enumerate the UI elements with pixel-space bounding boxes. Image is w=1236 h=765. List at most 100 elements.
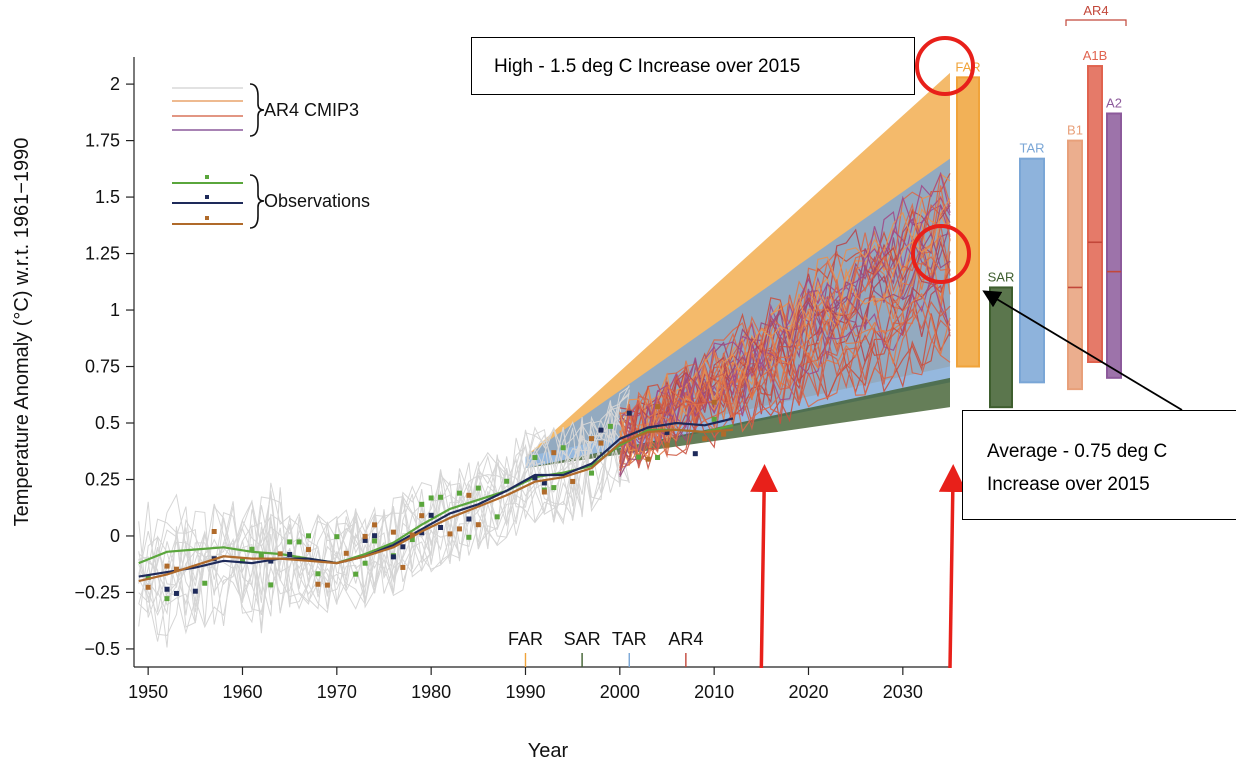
observation-point [702,436,708,442]
observation-point [362,533,368,539]
x-tick-label: 2010 [694,682,734,702]
x-axis-title: Year [528,740,569,762]
y-tick-label: 0.25 [85,469,120,489]
legend: AR4 CMIP3 Observations [172,83,370,229]
observation-point [589,470,595,476]
observation-point [655,455,661,461]
observation-point [494,514,500,520]
observation-point [598,427,604,433]
y-tick-label: 1 [110,300,120,320]
observation-point [409,532,415,538]
legend-brace [249,174,265,229]
range-bar-a1b [1087,65,1103,363]
assessment-label-sar: SAR [564,629,601,649]
observation-point [268,582,274,588]
y-tick-label: 0.5 [95,413,120,433]
x-tick-label: 1990 [505,682,545,702]
y-tick-label: 1.5 [95,187,120,207]
observation-point [551,450,557,456]
range-bar-label-a1b: A1B [1083,48,1108,63]
legend-marker-obs [205,216,209,220]
observation-point [372,533,378,539]
observation-point [343,550,349,556]
observation-point [390,529,396,535]
range-bar-sar [989,286,1013,409]
observation-point [428,495,434,501]
red-arrow-2035 [938,464,967,669]
observation-point [362,537,368,543]
model-run [619,268,951,450]
model-run [619,172,951,442]
observation-point [466,516,472,522]
y-tick-label: −0.5 [84,639,120,659]
average-increase-line1: Average - 0.75 deg C [987,441,1168,462]
observation-point [372,538,378,544]
observation-point [400,564,406,570]
observation-point [645,456,651,462]
high-increase-text: High - 1.5 deg C Increase over 2015 [494,56,801,77]
observation-point [711,416,717,422]
observation-point [258,552,264,558]
model-run-grey [138,400,630,604]
x-tick-label: 1970 [317,682,357,702]
observation-point [598,440,604,446]
observation-point [306,533,312,539]
model-run [619,255,951,459]
range-bar-label-far: FAR [955,59,980,74]
observation-point [475,485,481,491]
observation-point [164,596,170,602]
range-bar-label-b1: B1 [1067,123,1083,138]
model-run [619,196,951,462]
range-bar-a2 [1106,112,1122,379]
observation-point [164,563,170,569]
high-increase-callout: High - 1.5 deg C Increase over 2015 [471,37,915,95]
y-tick-label: 1.75 [85,131,120,151]
legend-marker-obs [205,195,209,199]
range-bar-label-a2: A2 [1106,95,1122,110]
observation-point [570,478,576,484]
observation-point [390,554,396,560]
observation-point [268,558,274,564]
observation-point [438,494,444,500]
observation-point [428,512,434,518]
y-axis-title: Temperature Anomaly (°C) w.r.t. 1961−199… [11,138,33,527]
observation-point [711,399,717,405]
y-tick-label: 1.25 [85,244,120,264]
legend-label-observations: Observations [264,191,370,211]
legend-marker-obs [205,175,209,179]
observation-point [456,490,462,496]
observation-point [211,528,217,534]
fan-tar [525,158,950,469]
observation-point [372,522,378,528]
observation-point [192,588,198,594]
model-runs [138,171,951,648]
observation-point [173,566,179,572]
model-run [619,198,951,458]
model-run [619,238,951,472]
observation-point [655,404,661,410]
observation-point [438,524,444,530]
observation-point [504,478,510,484]
observation-point [239,558,245,564]
ar4-bracket [1065,19,1127,26]
observation-point [173,590,179,596]
assessment-markers: FAR SAR TAR AR4 [508,629,703,667]
observation-point [419,501,425,507]
assessment-label-tar: TAR [612,629,647,649]
y-tick-label: 0 [110,526,120,546]
model-run-grey [138,428,630,625]
y-tick-label: 0.75 [85,357,120,377]
observation-point [532,455,538,461]
x-tick-label: 2030 [883,682,923,702]
model-run-grey [138,403,630,624]
observation-point [353,571,359,577]
observation-point [145,574,151,580]
model-run [619,274,951,458]
observation-point [296,539,302,545]
observation-point [466,492,472,498]
axes: 1950 1960 1970 1980 1990 2000 2010 2020 2030 −0.5… [74,57,950,702]
observation-point [419,530,425,536]
observation-point [636,454,642,460]
observation-line [138,417,734,578]
average-increase-line2: Increase over 2015 [987,474,1150,495]
